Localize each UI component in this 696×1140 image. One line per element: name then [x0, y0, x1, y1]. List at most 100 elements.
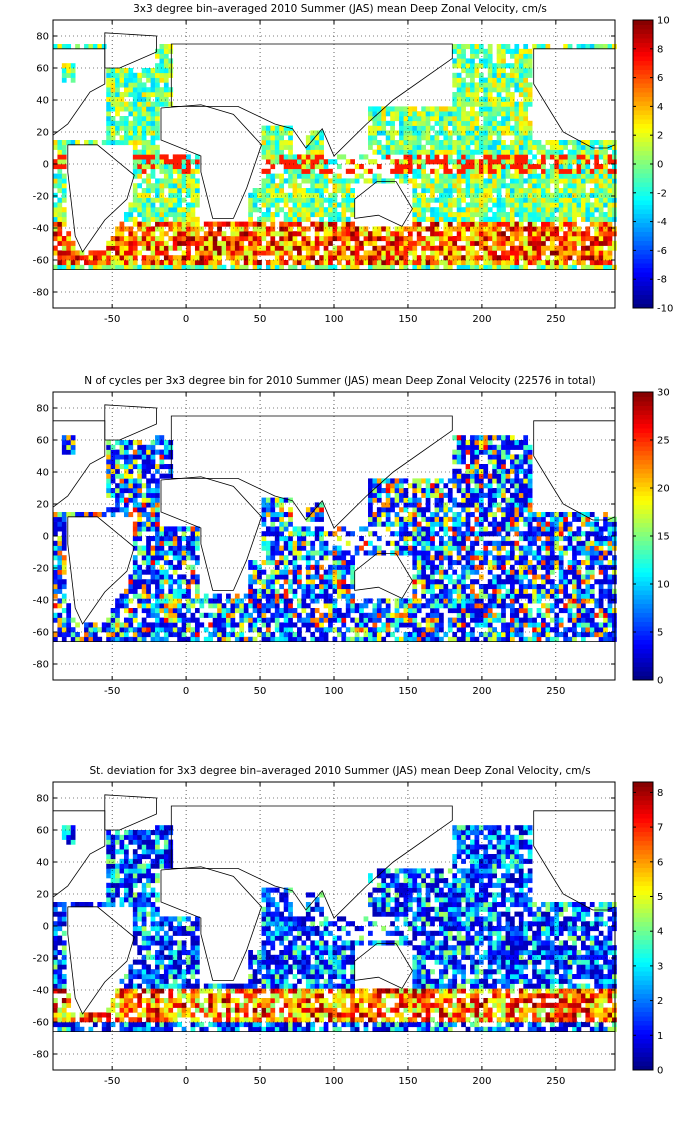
heatmap-bin	[567, 598, 573, 604]
heatmap-bin	[461, 63, 466, 69]
heatmap-bin	[470, 164, 475, 170]
heatmap-bin	[159, 236, 165, 242]
heatmap-bin	[439, 579, 444, 585]
heatmap-bin	[496, 255, 502, 261]
heatmap-bin	[501, 77, 506, 83]
heatmap-bin	[452, 588, 458, 594]
heatmap-bin	[217, 245, 222, 251]
heatmap-bin	[416, 540, 422, 546]
heatmap-bin	[146, 545, 151, 551]
heatmap-bin	[580, 236, 586, 242]
heatmap-bin	[514, 183, 520, 189]
heatmap-bin	[456, 111, 462, 117]
heatmap-bin	[172, 221, 178, 227]
heatmap-bin	[527, 598, 533, 604]
heatmap-bin	[456, 72, 462, 78]
heatmap-bin	[536, 264, 542, 270]
heatmap-bin	[186, 636, 191, 642]
heatmap-bin	[177, 226, 182, 232]
heatmap-bin	[399, 264, 404, 270]
heatmap-bin	[354, 245, 360, 251]
heatmap-bin	[425, 125, 431, 131]
heatmap-bin	[487, 120, 493, 126]
heatmap-bin	[137, 226, 143, 232]
heatmap-bin	[88, 255, 94, 261]
heatmap-bin	[541, 540, 546, 546]
heatmap-bin	[128, 622, 134, 628]
heatmap-bin	[470, 608, 475, 614]
heatmap-bin	[416, 632, 422, 638]
heatmap-bin	[345, 202, 351, 208]
heatmap-bin	[243, 236, 249, 242]
heatmap-bin	[452, 245, 458, 251]
heatmap-bin	[132, 106, 138, 112]
heatmap-bin	[270, 159, 276, 165]
heatmap-bin	[292, 192, 298, 198]
heatmap-bin	[523, 207, 529, 213]
heatmap-bin	[163, 48, 169, 54]
heatmap-bin	[323, 588, 329, 594]
heatmap-bin	[270, 632, 276, 638]
heatmap-bin	[518, 584, 524, 590]
heatmap-bin	[106, 111, 111, 117]
heatmap-bin	[292, 540, 298, 546]
heatmap-bin	[203, 240, 209, 246]
heatmap-bin	[261, 569, 267, 575]
heatmap-bin	[585, 140, 591, 146]
heatmap-bin	[612, 545, 617, 551]
heatmap-bin	[115, 603, 120, 609]
heatmap-bin	[607, 197, 613, 203]
heatmap-bin	[589, 627, 595, 633]
heatmap-bin	[545, 593, 551, 599]
heatmap-bin	[323, 598, 329, 604]
heatmap-bin	[137, 564, 143, 570]
heatmap-bin	[163, 72, 169, 78]
heatmap-bin	[310, 612, 316, 618]
heatmap-bin	[394, 245, 400, 251]
heatmap-bin	[115, 240, 120, 246]
heatmap-bin	[155, 82, 160, 88]
heatmap-bin	[518, 144, 524, 150]
heatmap-bin	[292, 264, 298, 270]
heatmap-bin	[461, 130, 466, 136]
heatmap-bin	[549, 584, 555, 590]
heatmap-bin	[527, 207, 533, 213]
heatmap-bin	[407, 149, 413, 155]
heatmap-bin	[434, 550, 440, 556]
heatmap-bin	[190, 188, 196, 194]
heatmap-bin	[57, 159, 63, 165]
heatmap-bin	[514, 617, 520, 623]
heatmap-bin	[372, 111, 378, 117]
heatmap-bin	[443, 250, 449, 256]
heatmap-bin	[345, 584, 351, 590]
heatmap-bin	[425, 260, 431, 266]
heatmap-bin	[159, 92, 165, 98]
heatmap-bin	[541, 164, 546, 170]
heatmap-bin	[265, 584, 271, 590]
heatmap-bin	[274, 192, 280, 198]
heatmap-bin	[261, 608, 267, 614]
heatmap-bin	[279, 584, 285, 590]
heatmap-bin	[53, 593, 58, 599]
heatmap-bin	[407, 120, 413, 126]
heatmap-bin	[536, 636, 542, 642]
heatmap-bin	[416, 574, 422, 580]
heatmap-bin	[509, 92, 515, 98]
heatmap-bin	[221, 236, 227, 242]
heatmap-bin	[292, 550, 298, 556]
heatmap-bin	[430, 144, 435, 150]
heatmap-bin	[505, 173, 511, 179]
heatmap-bin	[470, 569, 475, 575]
heatmap-bin	[217, 260, 222, 266]
heatmap-bin	[57, 140, 63, 146]
heatmap-bin	[607, 617, 613, 623]
heatmap-bin	[421, 545, 426, 551]
heatmap-bin	[163, 550, 169, 556]
heatmap-bin	[407, 245, 413, 251]
heatmap-bin	[532, 593, 537, 599]
heatmap-bin	[261, 202, 267, 208]
heatmap-bin	[265, 183, 271, 189]
heatmap-bin	[110, 68, 116, 74]
heatmap-bin	[545, 569, 551, 575]
heatmap-bin	[332, 598, 338, 604]
